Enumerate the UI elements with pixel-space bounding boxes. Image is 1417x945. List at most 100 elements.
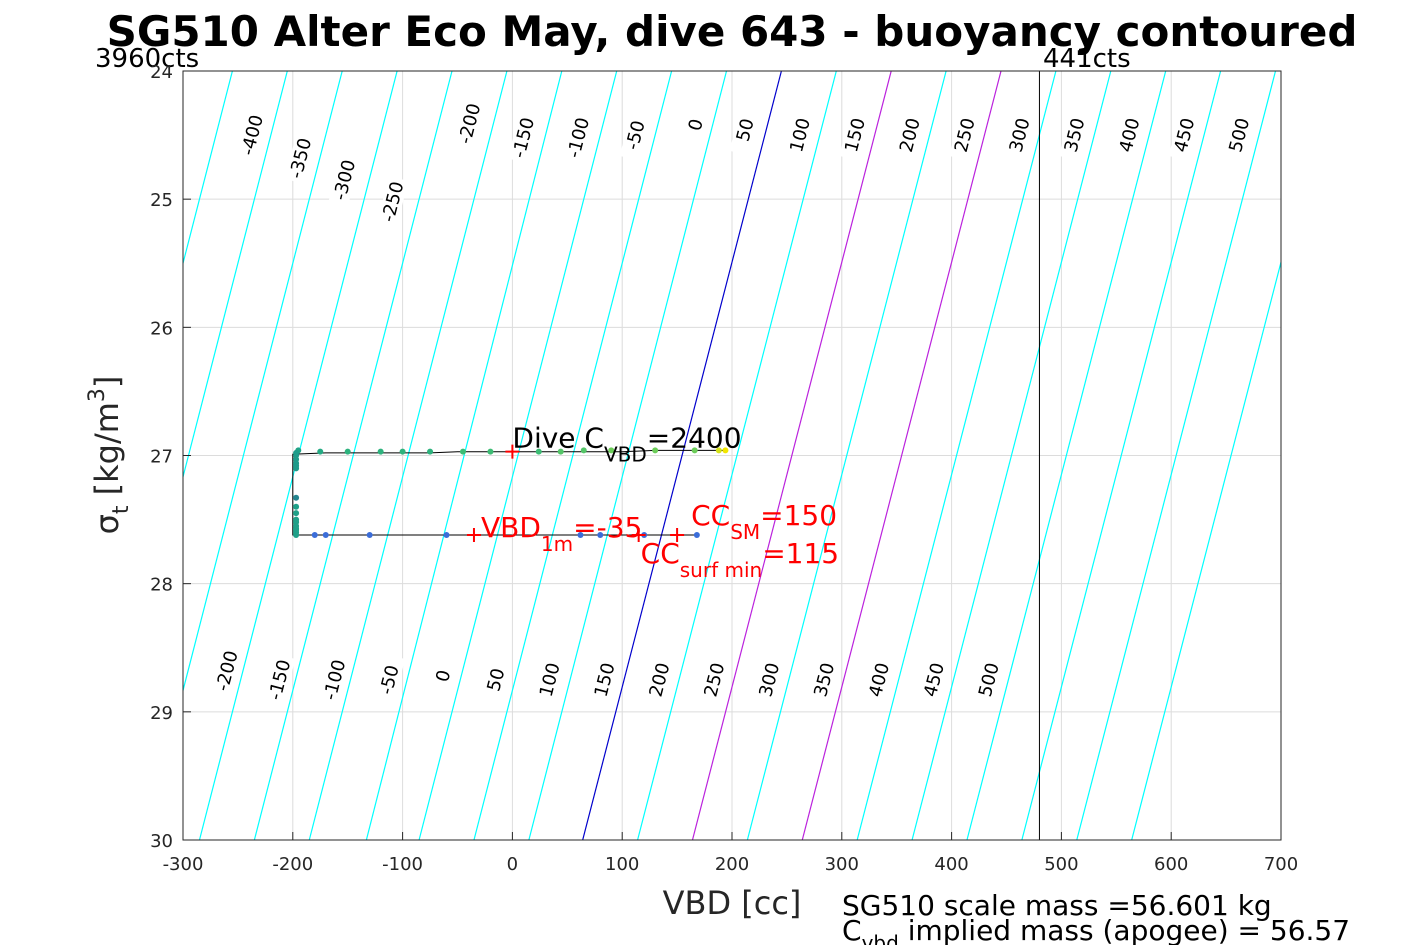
y-tick-label-4: 28 xyxy=(150,575,173,596)
contour-line-400 xyxy=(1021,71,1222,840)
x-tick-label-7: 400 xyxy=(934,854,968,875)
contour-label-lower-14: 500 xyxy=(975,661,1004,700)
contour-label-bg-upper-15 xyxy=(1058,109,1091,161)
dive-cvbd-main: Dive C xyxy=(512,422,604,455)
contour-label-upper-5: -150 xyxy=(509,115,540,160)
dive-point-6 xyxy=(557,448,564,455)
marker-dive-cvbd xyxy=(505,444,520,459)
dive-point-10 xyxy=(427,448,434,455)
contour-line-350 xyxy=(966,71,1167,840)
contour-label-upper-3: -250 xyxy=(378,179,409,224)
contour-label-bg-upper-6 xyxy=(562,111,594,164)
contour-label-upper-12: 200 xyxy=(896,116,925,155)
vbd-1m-main: VBD xyxy=(481,511,541,544)
marker-cc-surf-min xyxy=(631,527,646,542)
y-tick-label-5: 29 xyxy=(150,703,173,724)
chart-title: SG510 Alter Eco May, dive 643 - buoyancy… xyxy=(107,7,1358,56)
contour-line-150 xyxy=(746,71,947,840)
cc-sm-sub: SM xyxy=(730,520,760,544)
y-tick-label-3: 27 xyxy=(150,447,173,468)
contour-label-bg-lower-0 xyxy=(211,645,243,697)
y-tick-label-0: 24 xyxy=(150,62,173,83)
contour-label-lower-8: 200 xyxy=(646,661,675,700)
contour-label-bg-upper-17 xyxy=(1168,109,1201,161)
dive-point-14 xyxy=(317,448,324,455)
contour-label-lower-7: 150 xyxy=(591,661,620,700)
contour-label-upper-0: -400 xyxy=(237,113,268,158)
contour-label-bg-upper-0 xyxy=(236,109,268,161)
climb-point-11 xyxy=(322,531,329,538)
y-axis-label: σt [kg/m3] xyxy=(85,376,134,535)
y-tick-label-2: 26 xyxy=(150,318,173,339)
vbd-1m-tail: =-35 xyxy=(573,511,642,544)
contour-label-bg-lower-10 xyxy=(753,654,786,706)
climb-point-15 xyxy=(597,531,604,538)
contour-label-upper-14: 300 xyxy=(1006,116,1035,155)
contour-line--300 xyxy=(253,71,453,840)
y-axis-label-sigma: σ xyxy=(88,514,126,534)
trajectory-line xyxy=(292,449,728,536)
x-tick-label-4: 100 xyxy=(605,854,639,875)
implied-mass-text: Cvbd implied mass (apogee) = 56.57 xyxy=(842,914,1350,945)
implied-mass-sub: vbd xyxy=(862,931,899,945)
climb-point-0 xyxy=(293,494,300,501)
contour-line--500 xyxy=(183,71,233,266)
scale-mass-text: SG510 scale mass =56.601 kg xyxy=(842,889,1272,922)
dive-point-7 xyxy=(535,448,542,455)
contour-label-upper-8: 0 xyxy=(685,117,708,133)
x-tick-label-3: 0 xyxy=(507,854,518,875)
cc-surf-min-sub: surf min xyxy=(680,558,762,582)
cc-surf-min-annotation: CCsurf min=115 xyxy=(641,537,839,582)
contour-line-450 xyxy=(1076,71,1277,840)
corner-label-left: 3960cts xyxy=(95,44,199,74)
contour-label-lower-1: -150 xyxy=(265,658,296,703)
x-tick-label-6: 300 xyxy=(825,854,859,875)
contour-label-upper-2: -300 xyxy=(330,158,361,203)
y-axis-label-unit: [kg/m xyxy=(88,402,126,505)
contour-label-bg-upper-10 xyxy=(784,109,816,161)
contour-label-bg-upper-16 xyxy=(1113,109,1146,161)
contour-label-upper-10: 100 xyxy=(786,116,815,155)
contour-line-250 xyxy=(856,71,1057,840)
dive-cvbd-tail: =2400 xyxy=(647,422,742,455)
x-tick-label-1: -200 xyxy=(272,854,313,875)
contour-label-upper-6: -100 xyxy=(563,115,594,160)
y-tick-label-6: 30 xyxy=(150,831,173,852)
contour-label-bg-lower-14 xyxy=(973,654,1005,706)
contour-line--400 xyxy=(183,71,343,693)
contour-label-lower-0: -200 xyxy=(212,649,243,694)
contour-label-lower-10: 300 xyxy=(755,661,784,700)
contour-label-lower-11: 350 xyxy=(810,661,839,700)
dive-point-11 xyxy=(399,448,406,455)
contour-line-200 xyxy=(801,71,1002,840)
dive-cvbd-sub: VBD xyxy=(604,443,647,467)
contour-label-bg-lower-4 xyxy=(427,650,459,702)
contour-label-bg-upper-14 xyxy=(1003,109,1036,161)
contour-line-0 xyxy=(582,71,782,840)
dive-point-9 xyxy=(459,448,466,455)
y-tick-label-1: 25 xyxy=(150,190,173,211)
y-axis-label-close: ] xyxy=(88,376,126,388)
dive-point-1 xyxy=(715,447,722,454)
contour-label-lower-12: 400 xyxy=(865,661,894,700)
contour-label-bg-lower-8 xyxy=(643,654,676,706)
y-ticks: 24 25 26 27 28 29 30 xyxy=(150,62,191,852)
contour-label-upper-11: 150 xyxy=(841,116,870,155)
contour-label-bg-upper-7 xyxy=(619,109,652,161)
implied-mass-tail: implied mass (apogee) = 56.57 xyxy=(899,914,1350,945)
x-tick-label-0: -300 xyxy=(163,854,204,875)
dive-point-4 xyxy=(608,447,615,454)
contour-line-300 xyxy=(911,71,1112,840)
vbd-1m-sub: 1m xyxy=(541,532,573,556)
contour-label-bg-lower-6 xyxy=(534,654,566,706)
climb-point-9 xyxy=(293,531,300,538)
contour-label-lower-4: 0 xyxy=(432,668,455,684)
contour-label-bg-upper-11 xyxy=(839,109,871,161)
contour-label-bg-lower-1 xyxy=(263,654,296,706)
y-axis-label-sub: t xyxy=(109,505,134,514)
contour-label-upper-4: -200 xyxy=(455,101,486,146)
contour-line--200 xyxy=(365,71,563,840)
cc-sm-tail: =150 xyxy=(760,499,837,532)
marker-cc-sm xyxy=(670,527,685,542)
contour-line--250 xyxy=(308,71,508,840)
